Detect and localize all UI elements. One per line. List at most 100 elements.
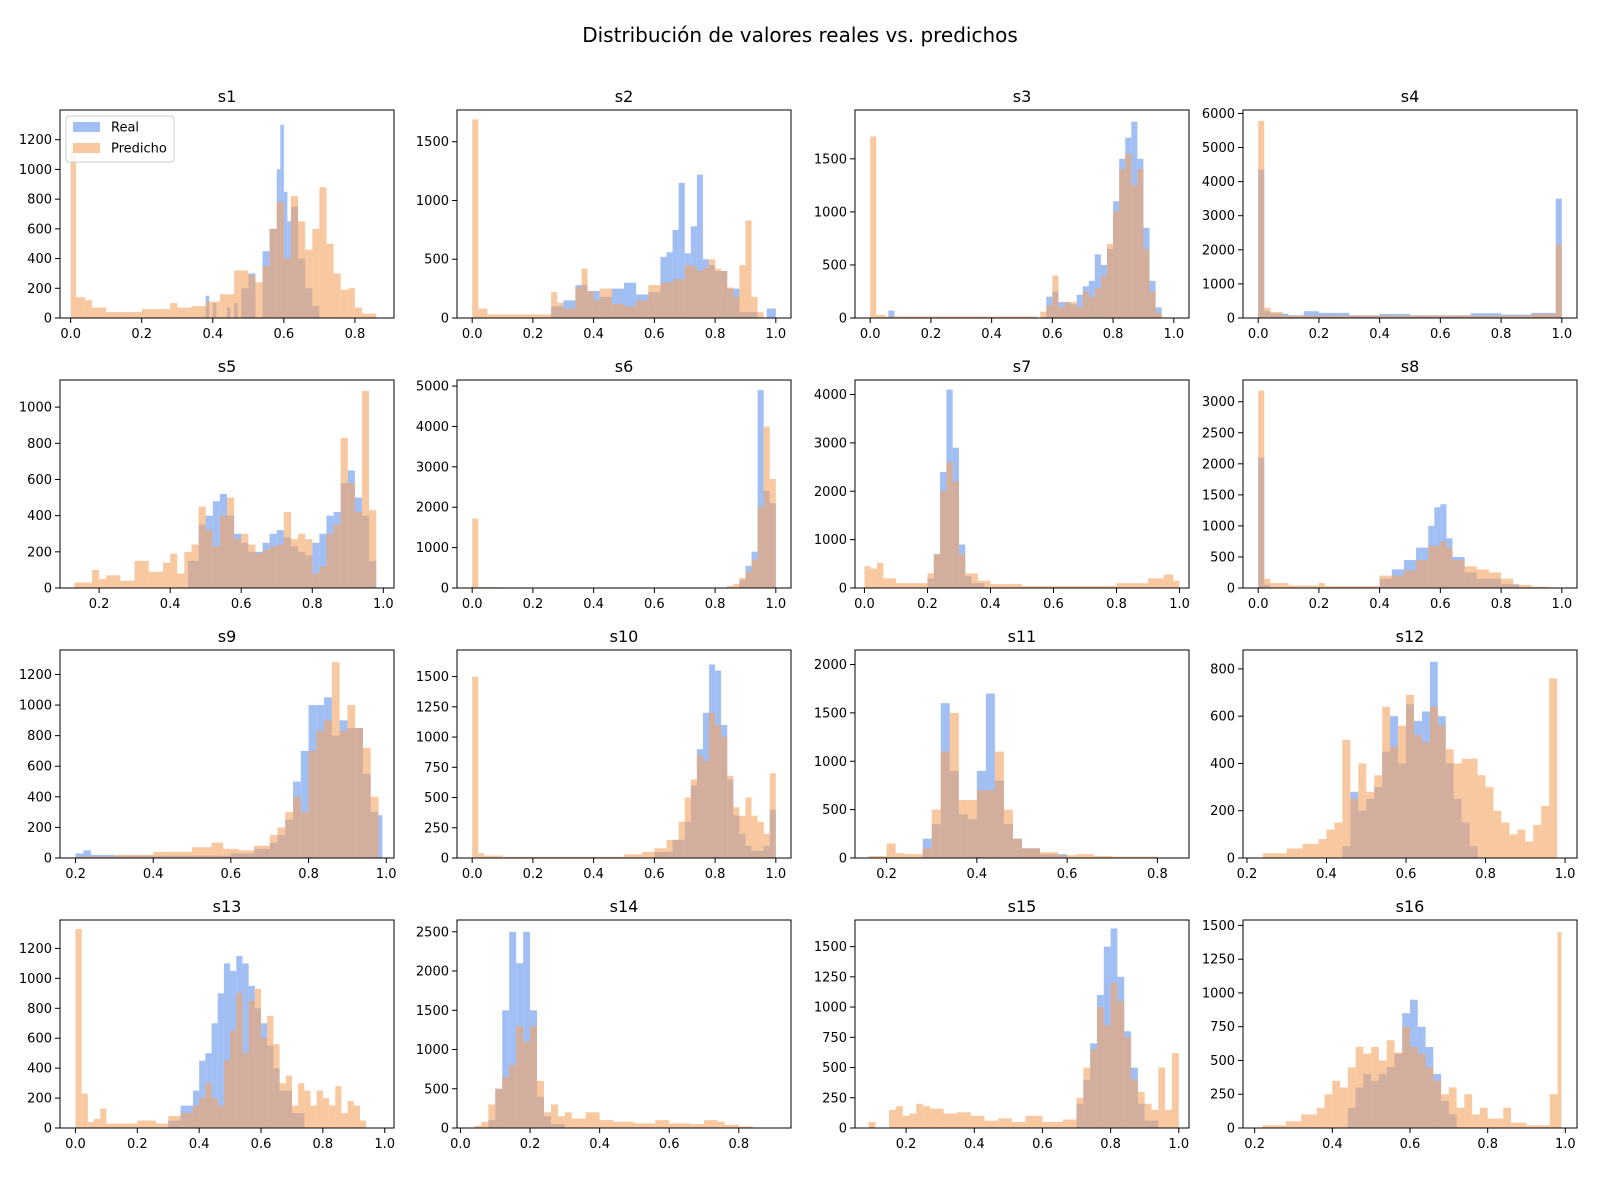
y-tick-label: 600 — [27, 760, 52, 775]
bars-group — [74, 390, 377, 588]
bar-predicho — [1549, 1094, 1558, 1128]
axes-frame — [59, 919, 395, 1129]
bar-predicho — [1531, 313, 1556, 318]
bar-predicho — [958, 799, 968, 858]
panel-s8: 0.0 0.2 0.4 0.6 0.8 1.0 0 500 1000 1500 2000 2500 30… — [1202, 357, 1578, 612]
bar-predicho — [353, 1105, 360, 1128]
bar-predicho — [877, 562, 884, 588]
bar-predicho — [1340, 1087, 1348, 1128]
bar-predicho — [1371, 1046, 1379, 1128]
bar-predicho — [1440, 541, 1447, 588]
bar-predicho — [1488, 572, 1502, 588]
bar-predicho — [1282, 315, 1532, 318]
y-tick-label: 3000 — [416, 460, 449, 475]
bar-predicho — [333, 524, 341, 588]
bar-predicho — [967, 799, 977, 858]
x-tick-label: 0.6 — [251, 1137, 272, 1152]
bar-predicho — [234, 270, 249, 318]
x-tick-label: 0.4 — [202, 327, 223, 342]
bar-predicho — [1410, 1046, 1418, 1128]
bar-predicho — [91, 569, 100, 588]
y-tick-label: 250 — [1210, 1088, 1235, 1103]
bar-predicho — [739, 577, 746, 588]
bar-predicho — [690, 779, 697, 858]
legend-swatch-real — [73, 122, 100, 132]
y-tick-label: 2000 — [814, 485, 847, 500]
bar-predicho — [347, 288, 355, 318]
bar-predicho — [1144, 1103, 1152, 1128]
bar-predicho — [564, 1112, 572, 1128]
bar-predicho — [557, 302, 564, 318]
y-tick-label: 2500 — [416, 925, 449, 940]
bar-predicho — [106, 575, 121, 588]
bar-predicho — [940, 491, 947, 588]
bar-predicho — [481, 1121, 489, 1128]
bar-predicho — [1493, 810, 1502, 858]
x-tick-label: 0.4 — [1369, 327, 1390, 342]
bar-predicho — [262, 550, 270, 588]
y-tick-label: 750 — [1210, 1020, 1235, 1035]
bar-predicho — [184, 551, 192, 588]
bar-predicho — [1040, 852, 1059, 858]
bar-predicho — [1464, 1094, 1473, 1128]
bar-real — [83, 850, 92, 858]
bar-predicho — [339, 731, 348, 858]
bar-predicho — [1374, 775, 1383, 858]
bar-predicho — [290, 196, 299, 318]
bar-predicho — [192, 847, 212, 858]
y-tick-label: 1250 — [1202, 953, 1235, 968]
x-tick-label: 0.8 — [302, 597, 323, 612]
bar-predicho — [326, 243, 334, 318]
bar-predicho — [1476, 569, 1489, 588]
bar-predicho — [137, 1120, 156, 1128]
bar-predicho — [1342, 739, 1351, 858]
bar-predicho — [1510, 1122, 1527, 1128]
y-tick-label: 400 — [27, 1062, 52, 1077]
bar-predicho — [922, 848, 932, 858]
y-tick-label: 1200 — [19, 133, 52, 148]
x-tick-label: 1.0 — [765, 867, 786, 882]
bar-predicho — [1025, 1115, 1043, 1128]
bar-predicho — [1394, 1052, 1403, 1128]
bar-predicho — [1469, 758, 1478, 858]
bar-real — [312, 542, 320, 588]
x-tick-label: 0.8 — [298, 867, 319, 882]
bar-predicho — [91, 307, 107, 318]
bar-predicho — [1258, 120, 1265, 318]
bar-predicho — [94, 1119, 101, 1128]
bar-predicho — [876, 314, 886, 318]
panel-title: s10 — [610, 627, 639, 646]
x-tick-label: 1.0 — [765, 327, 786, 342]
bar-predicho — [929, 1108, 944, 1128]
x-tick-label: 0.8 — [705, 327, 726, 342]
bar-predicho — [134, 560, 149, 588]
bar-predicho — [1525, 841, 1534, 858]
bar-predicho — [1137, 1091, 1145, 1128]
y-tick-label: 1000 — [416, 1043, 449, 1058]
panel-title: s8 — [1401, 357, 1420, 376]
y-tick-label: 400 — [27, 790, 52, 805]
y-tick-label: 0 — [44, 312, 52, 327]
x-tick-label: 0.4 — [980, 597, 1001, 612]
bar-predicho — [74, 582, 92, 588]
bar-predicho — [87, 1122, 95, 1128]
bar-predicho — [255, 553, 263, 588]
y-tick-label: 500 — [822, 803, 847, 818]
bar-predicho — [205, 530, 213, 588]
bar-predicho — [211, 1098, 218, 1128]
bar-predicho — [571, 1118, 586, 1128]
x-tick-label: 1.0 — [765, 597, 786, 612]
bar-predicho — [1316, 1107, 1325, 1128]
bar-predicho — [1501, 578, 1514, 588]
bar-predicho — [1429, 706, 1438, 858]
bar-real — [523, 931, 531, 1128]
panel-s3: 0.0 0.2 0.4 0.6 0.8 1.0 0 500 1000 1500 s3 — [814, 87, 1190, 342]
bar-predicho — [177, 573, 185, 588]
bar-predicho — [106, 1123, 138, 1128]
bar-predicho — [1082, 291, 1089, 318]
y-tick-label: 1250 — [416, 700, 449, 715]
bar-predicho — [895, 853, 905, 858]
bar-predicho — [751, 815, 758, 858]
bar-predicho — [290, 539, 299, 588]
x-tick-label: 0.6 — [1400, 1137, 1421, 1152]
